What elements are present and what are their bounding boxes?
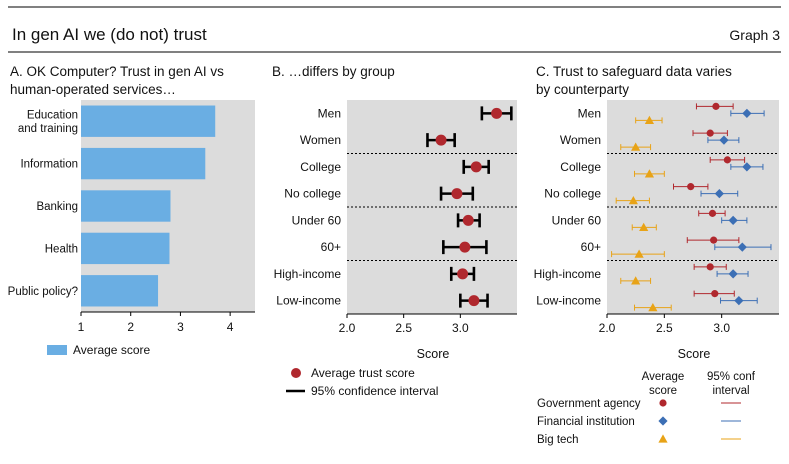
point-average-trust-score-women [435,134,447,146]
point-government-agency-60 [710,236,718,244]
category-label-under-60: Under 60 [552,213,602,227]
legend-confidence-interval-label: 95% confidence interval [311,384,438,398]
panel-b-x-label: Score [417,347,450,361]
legend-marker-government-agency [659,399,667,407]
panel-c-title-line-1: C. Trust to safeguard data varies [536,64,732,79]
legend-average-trust-score-label: Average trust score [311,366,415,380]
legend-label-government-agency: Government agency [537,398,641,410]
category-label-education-and-training-line-1: Education [27,109,78,121]
point-government-agency-men [712,102,720,110]
x-tick-label-3: 3 [177,320,184,334]
point-financial-institution-women [719,135,729,145]
graph-label: Graph 3 [729,27,780,43]
category-label-health: Health [45,243,78,255]
legend-marker-financial-institution [658,416,668,426]
x-tick-label-3.0: 3.0 [452,321,469,335]
point-big-tech-college [644,169,655,178]
x-tick-label-1: 1 [78,320,85,334]
panel-c-title-line-2: by counterparty [536,82,629,97]
bar-banking [81,190,171,222]
point-big-tech-low-income [648,303,658,312]
category-label-men: Men [578,106,601,120]
point-average-trust-score-no-college [451,188,463,200]
category-label-banking: Banking [36,201,78,213]
point-government-agency-under-60 [708,209,717,217]
legend-header-conf-interval-line-1: 95% conf [707,371,756,383]
point-big-tech-women [631,142,641,151]
category-label-public-policy: Public policy? [8,286,78,298]
point-average-trust-score-high-income [457,268,469,280]
point-government-agency-college [723,156,732,164]
point-financial-institution-60 [737,242,747,252]
point-big-tech-men [644,115,655,124]
x-tick-label-2.5: 2.5 [656,321,673,335]
legend-header-conf-interval-line-2: interval [712,385,749,397]
point-average-trust-score-60 [459,241,471,253]
category-label-under-60: Under 60 [292,213,342,227]
bar-health [81,232,170,265]
legend-label-financial-institution: Financial institution [537,416,635,428]
point-average-trust-score-college [470,161,482,173]
x-tick-label-4: 4 [227,320,234,334]
panel-c: C. Trust to safeguard data varies by cou… [534,64,779,446]
legend-header-average-score-line-1: Average [642,371,685,383]
point-government-agency-no-college [687,183,695,191]
category-label-high-income: High-income [274,267,342,281]
figure-title: In gen AI we (do not) trust [12,25,207,44]
point-financial-institution-college [742,162,752,172]
point-average-trust-score-under-60 [462,214,474,226]
category-label-low-income: Low-income [276,294,341,308]
point-average-trust-score-low-income [468,295,480,307]
category-label-60: 60+ [581,240,601,254]
x-tick-label-2: 2 [127,320,134,334]
category-label-college: College [300,160,341,174]
category-label-men: Men [318,106,341,120]
point-financial-institution-under-60 [728,215,738,225]
category-label-no-college: No college [284,187,341,201]
legend-label-big-tech: Big tech [537,434,579,446]
point-big-tech-no-college [628,196,638,205]
bar-public-policy [81,275,159,307]
x-tick-label-3.0: 3.0 [713,321,730,335]
category-label-60: 60+ [321,240,341,254]
point-government-agency-high-income [706,263,714,271]
category-label-low-income: Low-income [536,294,601,308]
x-tick-label-2.5: 2.5 [395,321,412,335]
category-label-information: Information [20,159,78,171]
panel-a-title-line-1: A. OK Computer? Trust in gen AI vs [10,64,224,79]
category-label-women: Women [560,133,601,147]
category-label-high-income: High-income [534,267,602,281]
point-average-trust-score-men [491,107,503,119]
point-financial-institution-high-income [728,269,738,279]
panel-a: A. OK Computer? Trust in gen AI vs human… [8,64,255,357]
point-big-tech-under-60 [639,222,649,231]
category-label-no-college: No college [544,187,601,201]
legend-header-average-score-line-2: score [649,385,677,397]
point-big-tech-60 [634,249,644,258]
x-tick-label-2.0: 2.0 [339,321,356,335]
x-tick-label-2.0: 2.0 [599,321,616,335]
bar-information [81,147,206,180]
category-label-college: College [560,160,601,174]
panel-b-title: B. …differs by group [272,64,395,79]
point-financial-institution-men [742,108,752,118]
point-government-agency-low-income [711,290,719,298]
panel-a-title-line-2: human-operated services… [10,82,176,97]
point-government-agency-women [706,129,714,137]
legend-marker-big-tech [658,434,668,443]
point-big-tech-high-income [631,276,641,285]
category-label-women: Women [300,133,341,147]
point-financial-institution-low-income [734,296,744,306]
legend-average-trust-score-marker [291,368,301,378]
legend-average-score-swatch [47,345,67,355]
panel-c-x-label: Score [678,347,711,361]
category-label-education-and-training-line-2: and training [18,123,78,135]
point-financial-institution-no-college [714,189,724,199]
legend-average-score-label: Average score [73,343,150,357]
bar-education-and-training [81,105,216,137]
panel-b: B. …differs by group Men Women College No c… [272,64,517,398]
